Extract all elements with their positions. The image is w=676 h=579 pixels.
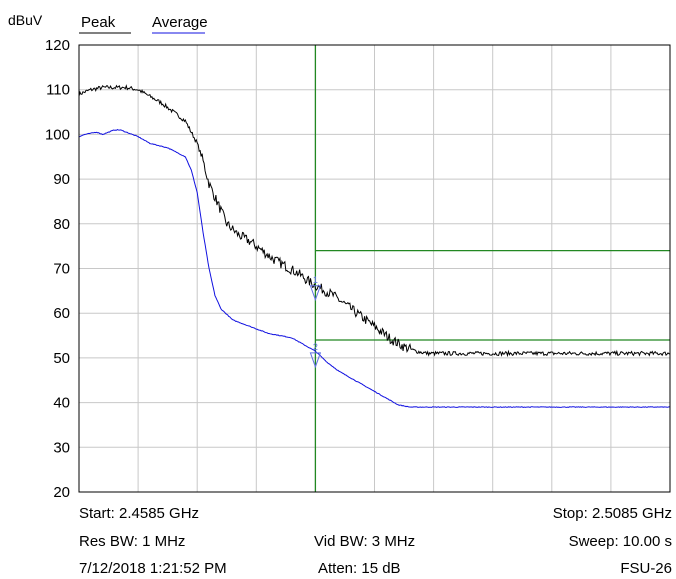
y-tick-label: 120 [45,37,70,54]
stop-frequency: Stop: 2.5085 GHz [552,505,672,522]
plot-frame [78,44,671,493]
attenuation: Atten: 15 dB [318,560,401,577]
traces [78,84,671,408]
timestamp: 7/12/2018 1:21:52 PM [79,560,227,577]
legend-entry-peak: Peak [81,14,116,31]
y-tick-label: 80 [53,216,70,233]
y-tick-label: 50 [53,350,70,367]
y-tick-label: 30 [53,439,70,456]
y-tick-label: 60 [53,305,70,322]
y-tick-label: 70 [53,261,70,278]
y-tick-label: 110 [46,82,70,99]
limit-lines [314,45,670,492]
y-tick-label: 40 [53,395,70,412]
marker-2-label: 2 [313,342,318,352]
resolution-bandwidth: Res BW: 1 MHz [79,533,186,550]
y-tick-label: 90 [53,171,70,188]
legend: Peak Average [79,14,208,34]
start-frequency: Start: 2.4585 GHz [79,505,200,522]
legend-entry-average: Average [152,14,208,31]
markers: 12 [309,275,322,369]
y-axis-unit-label: dBuV [8,12,43,28]
spectrum-chart: dBuV Peak Average 1201101009080706050403… [8,12,671,500]
instrument-model: FSU-26 [620,560,672,577]
marker-1-triangle [309,285,322,302]
trace-peak [78,84,671,358]
grid [79,45,670,492]
y-tick-labels: 120 110 100 90 80 70 60 50 40 30 20 [45,37,70,500]
marker-2-triangle [309,352,322,369]
marker-1-label: 1 [313,275,318,285]
trace-average [78,129,671,408]
video-bandwidth: Vid BW: 3 MHz [314,533,416,550]
y-tick-label: 100 [45,126,70,143]
y-tick-label: 20 [53,484,70,500]
sweep-time: Sweep: 10.00 s [568,533,672,550]
